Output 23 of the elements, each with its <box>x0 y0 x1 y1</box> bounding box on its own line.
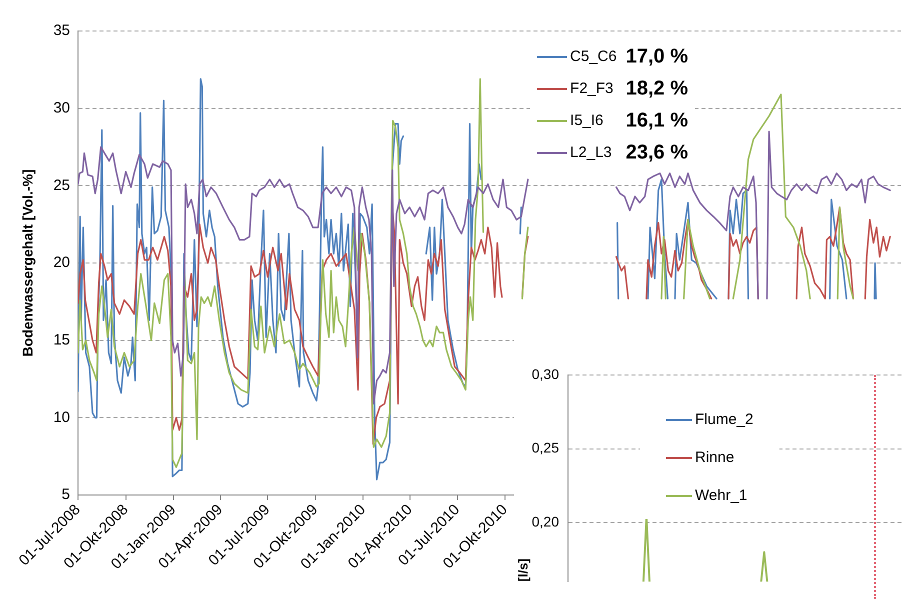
legend-label: I5_I6 <box>570 112 604 130</box>
y-tick-label: 30 <box>53 99 70 116</box>
legend-label: Rinne <box>695 449 734 466</box>
y-tick-label: 15 <box>53 331 70 348</box>
y-tick-label: 0,30 <box>532 366 560 382</box>
y-tick-label: 0,20 <box>532 513 560 530</box>
legend-label: Wehr_1 <box>695 487 748 504</box>
legend-label: L2_L3 <box>570 144 612 162</box>
y-axis-title: [l/s] <box>515 558 530 582</box>
y-tick-label: 20 <box>53 254 70 272</box>
annotation: 18,2 % <box>626 78 688 100</box>
legend-label: F2_F3 <box>570 80 614 98</box>
y-tick-label: 5 <box>62 486 70 504</box>
legend-label: C5_C6 <box>570 48 617 66</box>
y-tick-label: 25 <box>53 176 70 194</box>
y-axis-title: Bodenwassergehalt [Vol.-%] <box>19 169 36 357</box>
y-tick-label: 35 <box>53 22 70 40</box>
annotation: 17,0 % <box>626 46 688 68</box>
annotation: 23,6 % <box>626 142 688 164</box>
y-tick-label: 10 <box>53 408 70 426</box>
y-tick-label: 0,25 <box>532 440 560 456</box>
legend-label: Flume_2 <box>695 411 754 428</box>
annotation: 16,1 % <box>626 110 688 132</box>
